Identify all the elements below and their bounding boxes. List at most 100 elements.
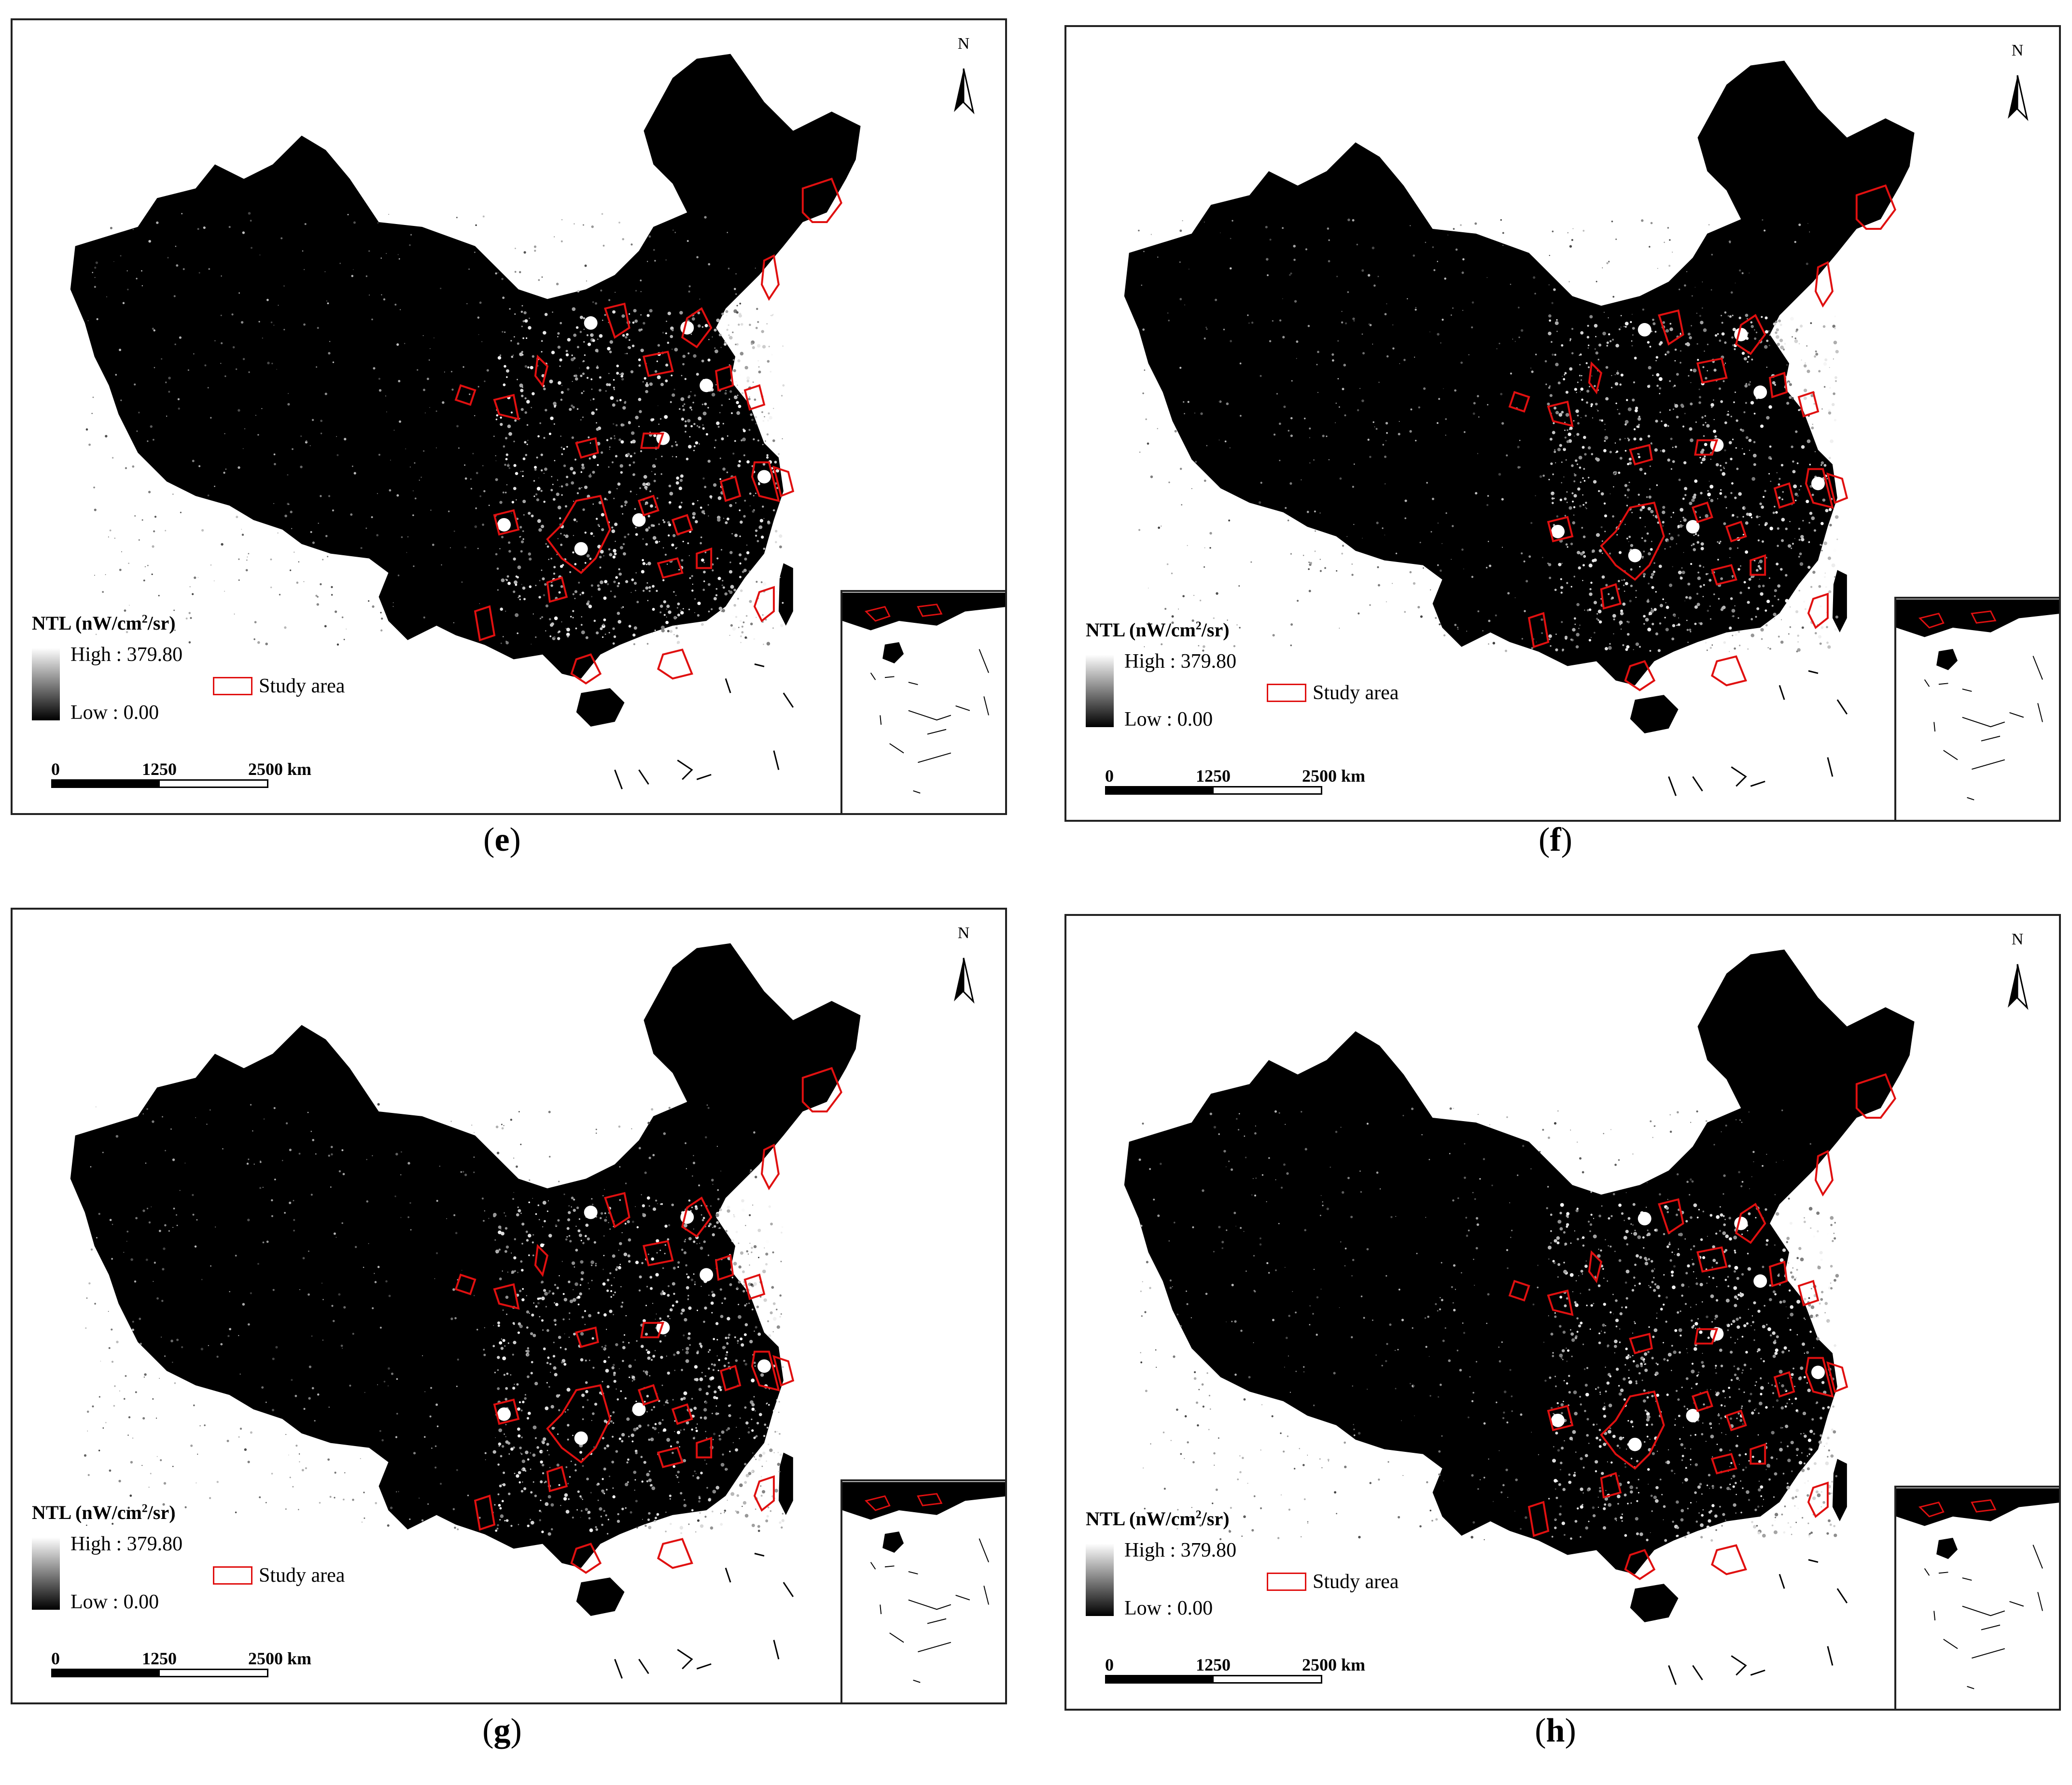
light-dot [1639, 517, 1641, 519]
light-dot [482, 523, 484, 526]
light-dot [1769, 445, 1772, 448]
light-dot [1652, 622, 1654, 626]
light-dot [776, 1399, 778, 1401]
study-area-outline [637, 494, 659, 517]
light-dot [603, 1510, 605, 1512]
light-dot [1564, 422, 1566, 423]
light-dot [665, 379, 668, 382]
light-dot [744, 1363, 747, 1366]
light-dot [93, 486, 95, 489]
light-dot [717, 576, 721, 580]
light-dot [574, 458, 577, 461]
light-dot [1488, 564, 1492, 567]
light-dot [719, 412, 721, 413]
light-dot [587, 1510, 591, 1514]
city-core [1628, 548, 1642, 562]
light-dot [736, 401, 739, 404]
city-core [1686, 520, 1700, 534]
light-dot [536, 1446, 539, 1449]
light-dot [1315, 530, 1316, 532]
light-dot [1342, 388, 1344, 391]
light-dot [1552, 493, 1554, 495]
light-dot [1797, 1507, 1799, 1510]
light-dot [1832, 324, 1836, 328]
light-dot [1570, 542, 1573, 546]
light-dot [293, 1229, 295, 1232]
light-dot [716, 1339, 718, 1341]
light-dot [724, 343, 727, 346]
study-area-boundaries [454, 1067, 842, 1574]
light-dot [553, 572, 556, 575]
light-dot [1754, 560, 1756, 562]
light-dot [148, 1221, 151, 1224]
light-dot [521, 1436, 523, 1438]
light-dot [1747, 601, 1750, 604]
light-dot [654, 630, 656, 631]
light-dot [1729, 1489, 1731, 1490]
light-dot [1369, 456, 1372, 458]
light-dot [239, 1427, 242, 1430]
light-dot [1352, 486, 1354, 488]
light-dot [691, 1428, 693, 1431]
light-dot [615, 541, 616, 542]
light-dot [636, 1527, 638, 1529]
light-dot [360, 1458, 361, 1460]
light-dot [604, 1345, 607, 1347]
light-dot [156, 1456, 158, 1457]
light-dot [763, 1434, 766, 1437]
light-dot [665, 364, 669, 367]
light-dot [528, 1254, 530, 1256]
light-dot [674, 348, 678, 352]
north-label: N [957, 924, 970, 942]
light-dot [666, 321, 667, 322]
light-dot [1705, 642, 1707, 644]
light-dot [1754, 329, 1755, 331]
light-dot [1795, 430, 1798, 433]
light-dot [641, 1262, 644, 1265]
north-arrow [949, 939, 978, 1006]
light-dot [534, 1381, 538, 1386]
light-dot [387, 1367, 390, 1370]
light-dot [588, 1517, 591, 1519]
light-dot [761, 1465, 763, 1467]
light-dot [766, 1403, 767, 1405]
light-dot [581, 1393, 585, 1397]
light-dot [1669, 239, 1671, 241]
light-dot [644, 1401, 646, 1403]
light-dot [1720, 608, 1723, 611]
light-dot [611, 461, 614, 464]
light-dot [1344, 322, 1347, 324]
light-dot [1795, 1448, 1799, 1451]
light-dot [683, 1396, 686, 1400]
light-dot [123, 1251, 125, 1253]
light-dot [1722, 472, 1726, 476]
light-dot [611, 1366, 615, 1370]
light-dot [1535, 495, 1536, 496]
light-dot [1665, 329, 1669, 333]
island-mark [1808, 670, 1819, 674]
light-dot [684, 1499, 686, 1501]
light-dot [1821, 408, 1823, 410]
light-dot [189, 586, 191, 588]
light-dot [365, 527, 367, 529]
light-dot [591, 1279, 593, 1281]
light-dot [1697, 534, 1699, 536]
light-dot [1667, 425, 1669, 427]
light-dot [1787, 1317, 1789, 1319]
light-dot [652, 1207, 657, 1211]
light-dot [1770, 480, 1772, 482]
city-core [497, 1407, 511, 1421]
light-dot [736, 1494, 740, 1497]
light-dot [494, 1239, 496, 1241]
light-dot [680, 1532, 683, 1534]
light-dot [608, 1476, 611, 1477]
light-dot [701, 558, 704, 562]
light-dot [525, 1450, 529, 1454]
light-dot [1834, 376, 1837, 379]
light-dot [638, 358, 641, 361]
light-dot [1629, 600, 1632, 603]
light-dot [588, 457, 591, 460]
light-dot [522, 1288, 524, 1290]
light-dot [1638, 1478, 1639, 1481]
light-dot [336, 454, 339, 456]
